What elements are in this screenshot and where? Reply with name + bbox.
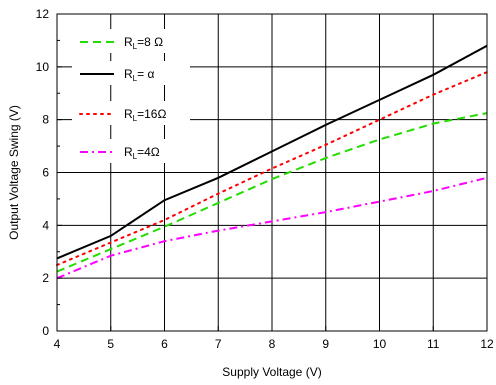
series-line: [56, 44, 488, 260]
x-tick-label: 12: [480, 337, 494, 351]
y-tick-label: 12: [36, 7, 50, 21]
legend-entry-background: [72, 101, 190, 125]
x-tick-label: 11: [427, 337, 440, 351]
legend-label: RL=16Ω: [124, 107, 166, 123]
y-tick-label: 10: [36, 60, 50, 74]
y-tick-label: 6: [42, 166, 49, 180]
legend-entry-background: [72, 139, 190, 163]
x-tick-label: 8: [269, 337, 276, 351]
legend: RL=8 Ω RL= α RL=16Ω RL=4Ω: [72, 29, 190, 163]
legend-label: RL= α: [124, 67, 154, 83]
x-tick-label: 4: [54, 337, 61, 351]
x-tick-label: 6: [161, 337, 168, 351]
series-lines: [56, 44, 488, 280]
y-tick-label: 0: [42, 324, 49, 338]
x-axis-title: Supply Voltage (V): [222, 365, 321, 379]
y-tick-label: 8: [42, 113, 49, 127]
y-tick-label: 2: [42, 271, 49, 285]
series-line: [56, 112, 488, 273]
x-tick-label: 9: [322, 337, 329, 351]
series-line: [56, 176, 488, 280]
x-tick-label: 5: [107, 337, 114, 351]
x-tick-label: 10: [373, 337, 387, 351]
axis-ticks: 4 5 6 7 8 9 10 11 12 0 2 4 6 8 10 12: [36, 7, 494, 351]
y-tick-label: 4: [42, 218, 49, 232]
y-axis-title: Output Voltage Swing (V): [7, 105, 21, 240]
legend-label: RL=8 Ω: [124, 35, 163, 51]
series-line: [56, 71, 488, 266]
legend-entry-background: [72, 29, 190, 53]
legend-label: RL=4Ω: [124, 145, 160, 161]
x-tick-label: 7: [215, 337, 222, 351]
